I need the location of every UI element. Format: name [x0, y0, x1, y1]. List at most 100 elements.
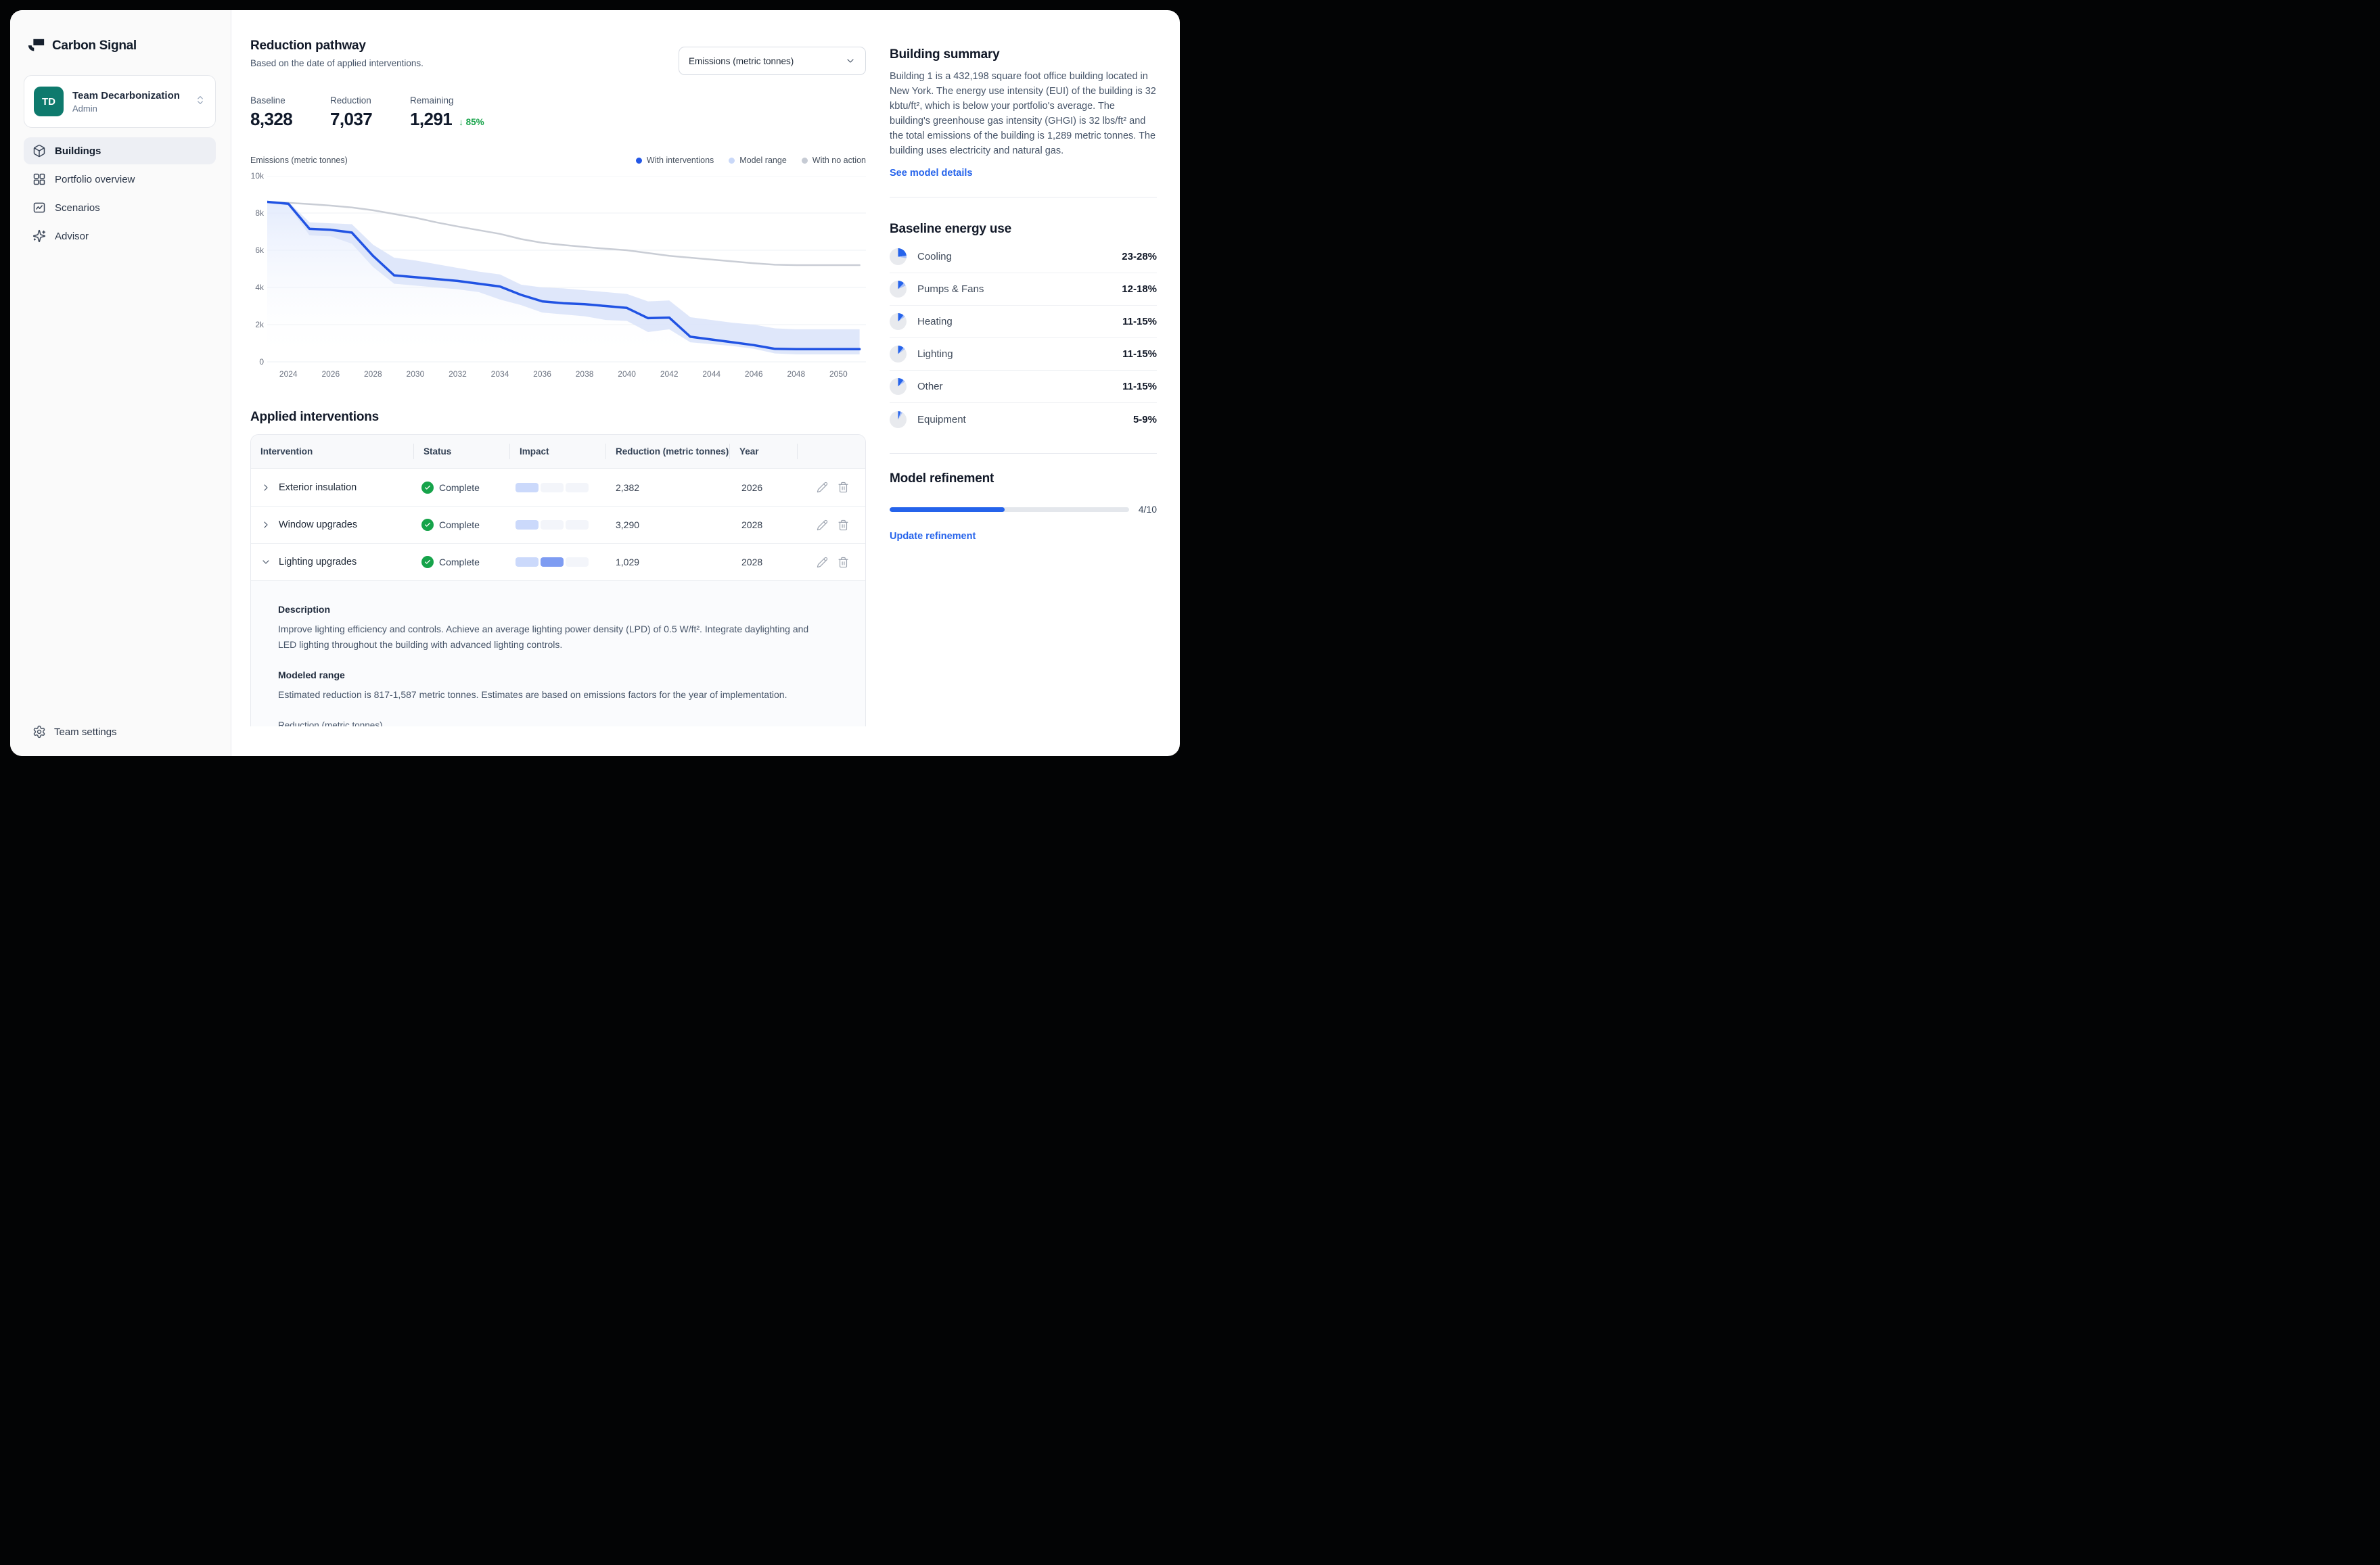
check-icon [421, 556, 434, 568]
column-header-impact: Impact [510, 435, 606, 468]
arrow-down-icon: ↓ [459, 117, 463, 127]
pathway-stats: Baseline 8,328 Reduction 7,037 Remaining 1… [250, 95, 866, 130]
interventions-title: Applied interventions [250, 410, 380, 424]
table-row-lighting-upgrades[interactable]: Lighting upgrades Complete 1,029 2028 [251, 543, 865, 580]
building-panel: Building summary Building 1 is a 432,198… [875, 10, 1180, 756]
stat-baseline: Baseline 8,328 [250, 95, 330, 130]
energy-label: Pumps & Fans [917, 283, 984, 296]
pencil-icon [817, 557, 828, 568]
modeled-range-text: Estimated reduction is 817-1,587 metric … [278, 689, 787, 701]
energy-item-cooling: Cooling 23-28% [890, 241, 1157, 274]
gear-icon [32, 725, 46, 739]
sidebar-item-advisor[interactable]: Advisor [24, 223, 216, 250]
chevron-right-icon[interactable] [260, 482, 271, 493]
svg-text:2050: 2050 [829, 369, 848, 379]
sidebar: Carbon Signal TD Team Decarbonization Ad… [10, 10, 231, 756]
delete-button[interactable] [838, 482, 849, 493]
check-icon [421, 519, 434, 531]
sidebar-item-team-settings[interactable]: Team settings [32, 725, 117, 739]
unit-select[interactable]: Emissions (metric tonnes) [679, 47, 866, 75]
brand-name: Carbon Signal [52, 39, 137, 53]
y-axis-label: 6k [255, 246, 264, 255]
team-name: Team Decarbonization [72, 89, 180, 101]
sidebar-item-label: Buildings [55, 145, 101, 157]
unit-select-value: Emissions (metric tonnes) [689, 55, 794, 66]
energy-label: Heating [917, 316, 953, 328]
chart-y-axis: 10k 8k 6k 4k 2k 0 [250, 171, 264, 367]
sidebar-nav: Buildings Portfolio overview Scenarios Advi… [24, 137, 216, 250]
energy-range: 23-28% [1122, 251, 1157, 263]
chevron-down-icon[interactable] [260, 557, 271, 567]
model-refinement-title: Model refinement [890, 471, 994, 486]
table-row-window-upgrades[interactable]: Window upgrades Complete 3,290 2028 [251, 506, 865, 543]
trash-icon [838, 557, 849, 568]
stat-label: Remaining [410, 95, 454, 106]
refinement-progress-label: 4/10 [1138, 504, 1157, 515]
update-refinement-link[interactable]: Update refinement [890, 531, 976, 542]
svg-text:2040: 2040 [618, 369, 636, 379]
y-axis-label: 8k [255, 208, 264, 218]
sidebar-item-label: Portfolio overview [55, 173, 135, 185]
chart-plot: 2024 2026 2028 2030 2032 2034 2036 2038 2040 2042… [266, 175, 866, 379]
sidebar-item-buildings[interactable]: Buildings [24, 137, 216, 164]
column-header-actions [798, 435, 865, 468]
svg-text:2028: 2028 [364, 369, 382, 379]
impact-segment [516, 557, 539, 567]
team-selector[interactable]: TD Team Decarbonization Admin [24, 75, 216, 128]
impact-meter [510, 557, 606, 567]
svg-text:2038: 2038 [576, 369, 594, 379]
svg-text:2042: 2042 [660, 369, 679, 379]
delete-button[interactable] [838, 557, 849, 568]
app-window: Carbon Signal TD Team Decarbonization Ad… [10, 10, 1180, 756]
building-summary-text: Building 1 is a 432,198 square foot offi… [890, 71, 1156, 157]
impact-segment [541, 520, 564, 530]
energy-label: Lighting [917, 348, 953, 360]
delete-button[interactable] [838, 519, 849, 531]
column-header-year: Year [730, 435, 798, 468]
main-content: Reduction pathway Based on the date of a… [231, 10, 875, 756]
edit-button[interactable] [817, 557, 828, 568]
baseline-energy-list: Cooling 23-28% Pumps & Fans 12-18% Heating 11… [890, 241, 1157, 436]
sidebar-item-portfolio-overview[interactable]: Portfolio overview [24, 166, 216, 193]
svg-text:2036: 2036 [533, 369, 551, 379]
edit-button[interactable] [817, 482, 828, 493]
description-text: LED lighting throughout the building wit… [278, 638, 563, 650]
description-title: Description [278, 604, 331, 615]
modeled-range-title: Modeled range [278, 670, 345, 681]
y-axis-label: 2k [255, 320, 264, 329]
intervention-detail: Description Improve lighting efficiency a… [251, 580, 865, 726]
sidebar-item-scenarios[interactable]: Scenarios [24, 194, 216, 221]
see-model-details-link[interactable]: See model details [890, 168, 973, 179]
energy-range: 11-15% [1122, 348, 1157, 360]
brand: Carbon Signal [24, 37, 216, 55]
impact-segment [516, 520, 539, 530]
team-role: Admin [72, 103, 97, 114]
legend-dot-icon [801, 157, 808, 164]
legend-dot-icon [729, 157, 735, 164]
intervention-name: Exterior insulation [279, 482, 357, 493]
energy-item-other: Other 11-15% [890, 371, 1157, 404]
pie-icon [890, 281, 907, 298]
stat-reduction: Reduction 7,037 [330, 95, 410, 130]
model-range-band [267, 202, 860, 354]
team-settings-label: Team settings [54, 726, 117, 738]
refinement-progress-fill [890, 507, 1005, 512]
svg-text:2032: 2032 [449, 369, 467, 379]
energy-item-heating: Heating 11-15% [890, 306, 1157, 339]
year-value: 2028 [741, 519, 763, 530]
pie-icon [890, 346, 907, 363]
table-row-exterior-insulation[interactable]: Exterior insulation Complete 2,382 2026 [251, 469, 865, 506]
sidebar-item-label: Advisor [55, 230, 89, 242]
intervention-name: Window upgrades [279, 519, 358, 530]
status-label: Complete [439, 557, 480, 567]
grid-icon [32, 172, 46, 186]
edit-button[interactable] [817, 519, 828, 531]
pie-icon [890, 313, 907, 331]
legend-item: Model range [729, 156, 787, 165]
page-title: Reduction pathway [250, 39, 366, 53]
y-axis-label: 4k [255, 283, 264, 292]
column-header-intervention: Intervention [251, 435, 414, 468]
svg-text:2030: 2030 [407, 369, 425, 379]
chevron-right-icon[interactable] [260, 519, 271, 530]
y-axis-label: 0 [259, 357, 264, 367]
